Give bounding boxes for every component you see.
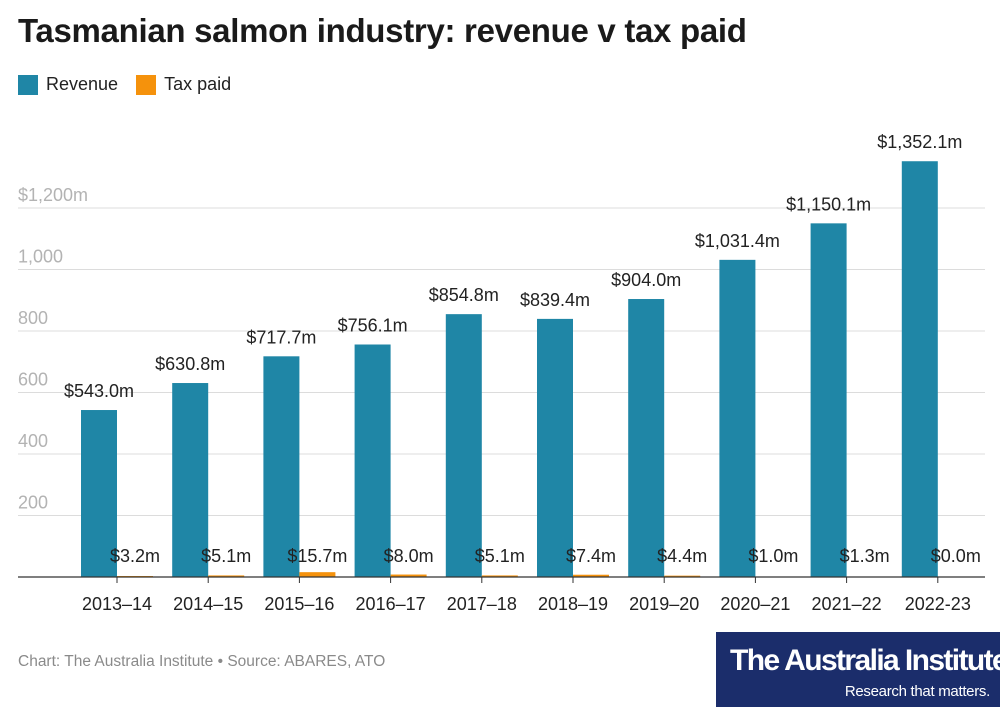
revenue-bar [901,161,938,577]
revenue-data-label: $756.1m [338,315,408,335]
x-tick-label: 2015–16 [264,594,334,614]
revenue-data-label: $1,150.1m [786,194,871,214]
x-tick-label: 2022-23 [905,594,971,614]
x-tick-label: 2018–19 [538,594,608,614]
tax-paid-data-label: $1.0m [748,546,798,566]
y-tick-label: 600 [18,370,48,390]
x-tick-label: 2021–22 [812,594,882,614]
tax-paid-bar [664,575,701,577]
tax-paid-data-label: $8.0m [384,546,434,566]
revenue-data-label: $543.0m [64,381,134,401]
tax-paid-bar [390,574,427,577]
tax-paid-bar [573,574,609,577]
revenue-data-label: $630.8m [155,354,225,374]
x-tick-label: 2020–21 [720,594,790,614]
revenue-bar [263,356,300,577]
x-tick-label: 2017–18 [447,594,517,614]
tax-paid-data-label: $4.4m [657,546,707,566]
x-tick-label: 2014–15 [173,594,243,614]
legend-item-tax: Tax paid [136,74,231,95]
x-tick-label: 2016–17 [356,594,426,614]
tax-paid-data-label: $1.3m [840,546,890,566]
tax-paid-data-label: $0.0m [931,546,981,566]
x-tick-label: 2013–14 [82,594,152,614]
tax-paid-bar [481,575,518,577]
tax-paid-data-label: $15.7m [287,546,347,566]
revenue-data-label: $1,352.1m [877,132,962,152]
revenue-bar [719,259,756,577]
y-tick-label: 800 [18,308,48,328]
y-tick-label: 200 [18,493,48,513]
bar-chart: 200 400 600 800 1,000 $1,200m $543.0m $3.2m 2013… [18,132,985,614]
legend-item-revenue: Revenue [18,74,118,95]
australia-institute-logo: The Australia Institute Research that ma… [716,632,1000,707]
legend-label-tax: Tax paid [164,74,232,94]
logo-tagline: Research that matters. [844,683,990,700]
tax-paid-data-label: $5.1m [475,546,525,566]
y-tick-label: 400 [18,431,48,451]
logo-wordmark: The Australia Institute [730,644,1000,677]
y-tick-label: $1,200m [18,185,88,205]
legend-swatch-tax [136,74,157,95]
y-tick-label: 1,000 [18,247,63,267]
legend: Revenue Tax paid [18,74,249,95]
revenue-data-label: $839.4m [520,290,590,310]
revenue-data-label: $904.0m [611,270,681,290]
revenue-bar [172,383,209,577]
revenue-data-label: $854.8m [429,285,499,305]
tax-paid-data-label: $3.2m [110,546,160,566]
chart-source-footer: Chart: The Australia Institute • Source:… [18,653,386,670]
revenue-bar [445,314,482,577]
revenue-bar [81,410,117,577]
tax-paid-bar [208,575,245,577]
revenue-bar [628,299,665,577]
tax-paid-data-label: $5.1m [201,546,251,566]
revenue-data-label: $717.7m [246,327,316,347]
revenue-bar [810,223,847,578]
revenue-data-label: $1,031.4m [695,231,780,251]
chart-title: Tasmanian salmon industry: revenue v tax… [18,12,747,49]
legend-swatch-revenue [18,74,38,95]
revenue-bar [354,344,391,577]
legend-label-revenue: Revenue [46,74,119,94]
x-tick-label: 2019–20 [629,594,699,614]
tax-paid-data-label: $7.4m [566,546,616,566]
tax-paid-bar [299,572,336,577]
revenue-bar [537,318,573,577]
